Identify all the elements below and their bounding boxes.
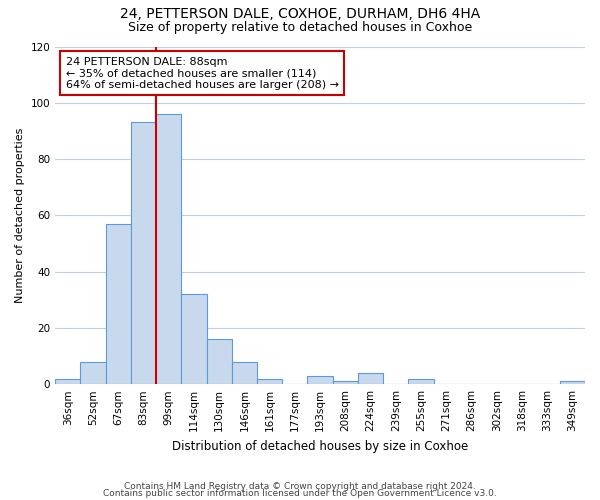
Text: 24 PETTERSON DALE: 88sqm
← 35% of detached houses are smaller (114)
64% of semi-: 24 PETTERSON DALE: 88sqm ← 35% of detach…: [66, 56, 339, 90]
Bar: [332, 382, 358, 384]
Y-axis label: Number of detached properties: Number of detached properties: [15, 128, 25, 303]
Bar: [131, 122, 156, 384]
Bar: [55, 378, 80, 384]
Text: Size of property relative to detached houses in Coxhoe: Size of property relative to detached ho…: [128, 21, 472, 34]
Bar: [409, 378, 434, 384]
Text: 24, PETTERSON DALE, COXHOE, DURHAM, DH6 4HA: 24, PETTERSON DALE, COXHOE, DURHAM, DH6 …: [120, 8, 480, 22]
Bar: [307, 376, 332, 384]
Bar: [181, 294, 206, 384]
Text: Contains public sector information licensed under the Open Government Licence v3: Contains public sector information licen…: [103, 490, 497, 498]
Bar: [257, 378, 282, 384]
Bar: [206, 339, 232, 384]
Text: Contains HM Land Registry data © Crown copyright and database right 2024.: Contains HM Land Registry data © Crown c…: [124, 482, 476, 491]
X-axis label: Distribution of detached houses by size in Coxhoe: Distribution of detached houses by size …: [172, 440, 468, 452]
Bar: [232, 362, 257, 384]
Bar: [358, 373, 383, 384]
Bar: [80, 362, 106, 384]
Bar: [106, 224, 131, 384]
Bar: [156, 114, 181, 384]
Bar: [560, 382, 585, 384]
